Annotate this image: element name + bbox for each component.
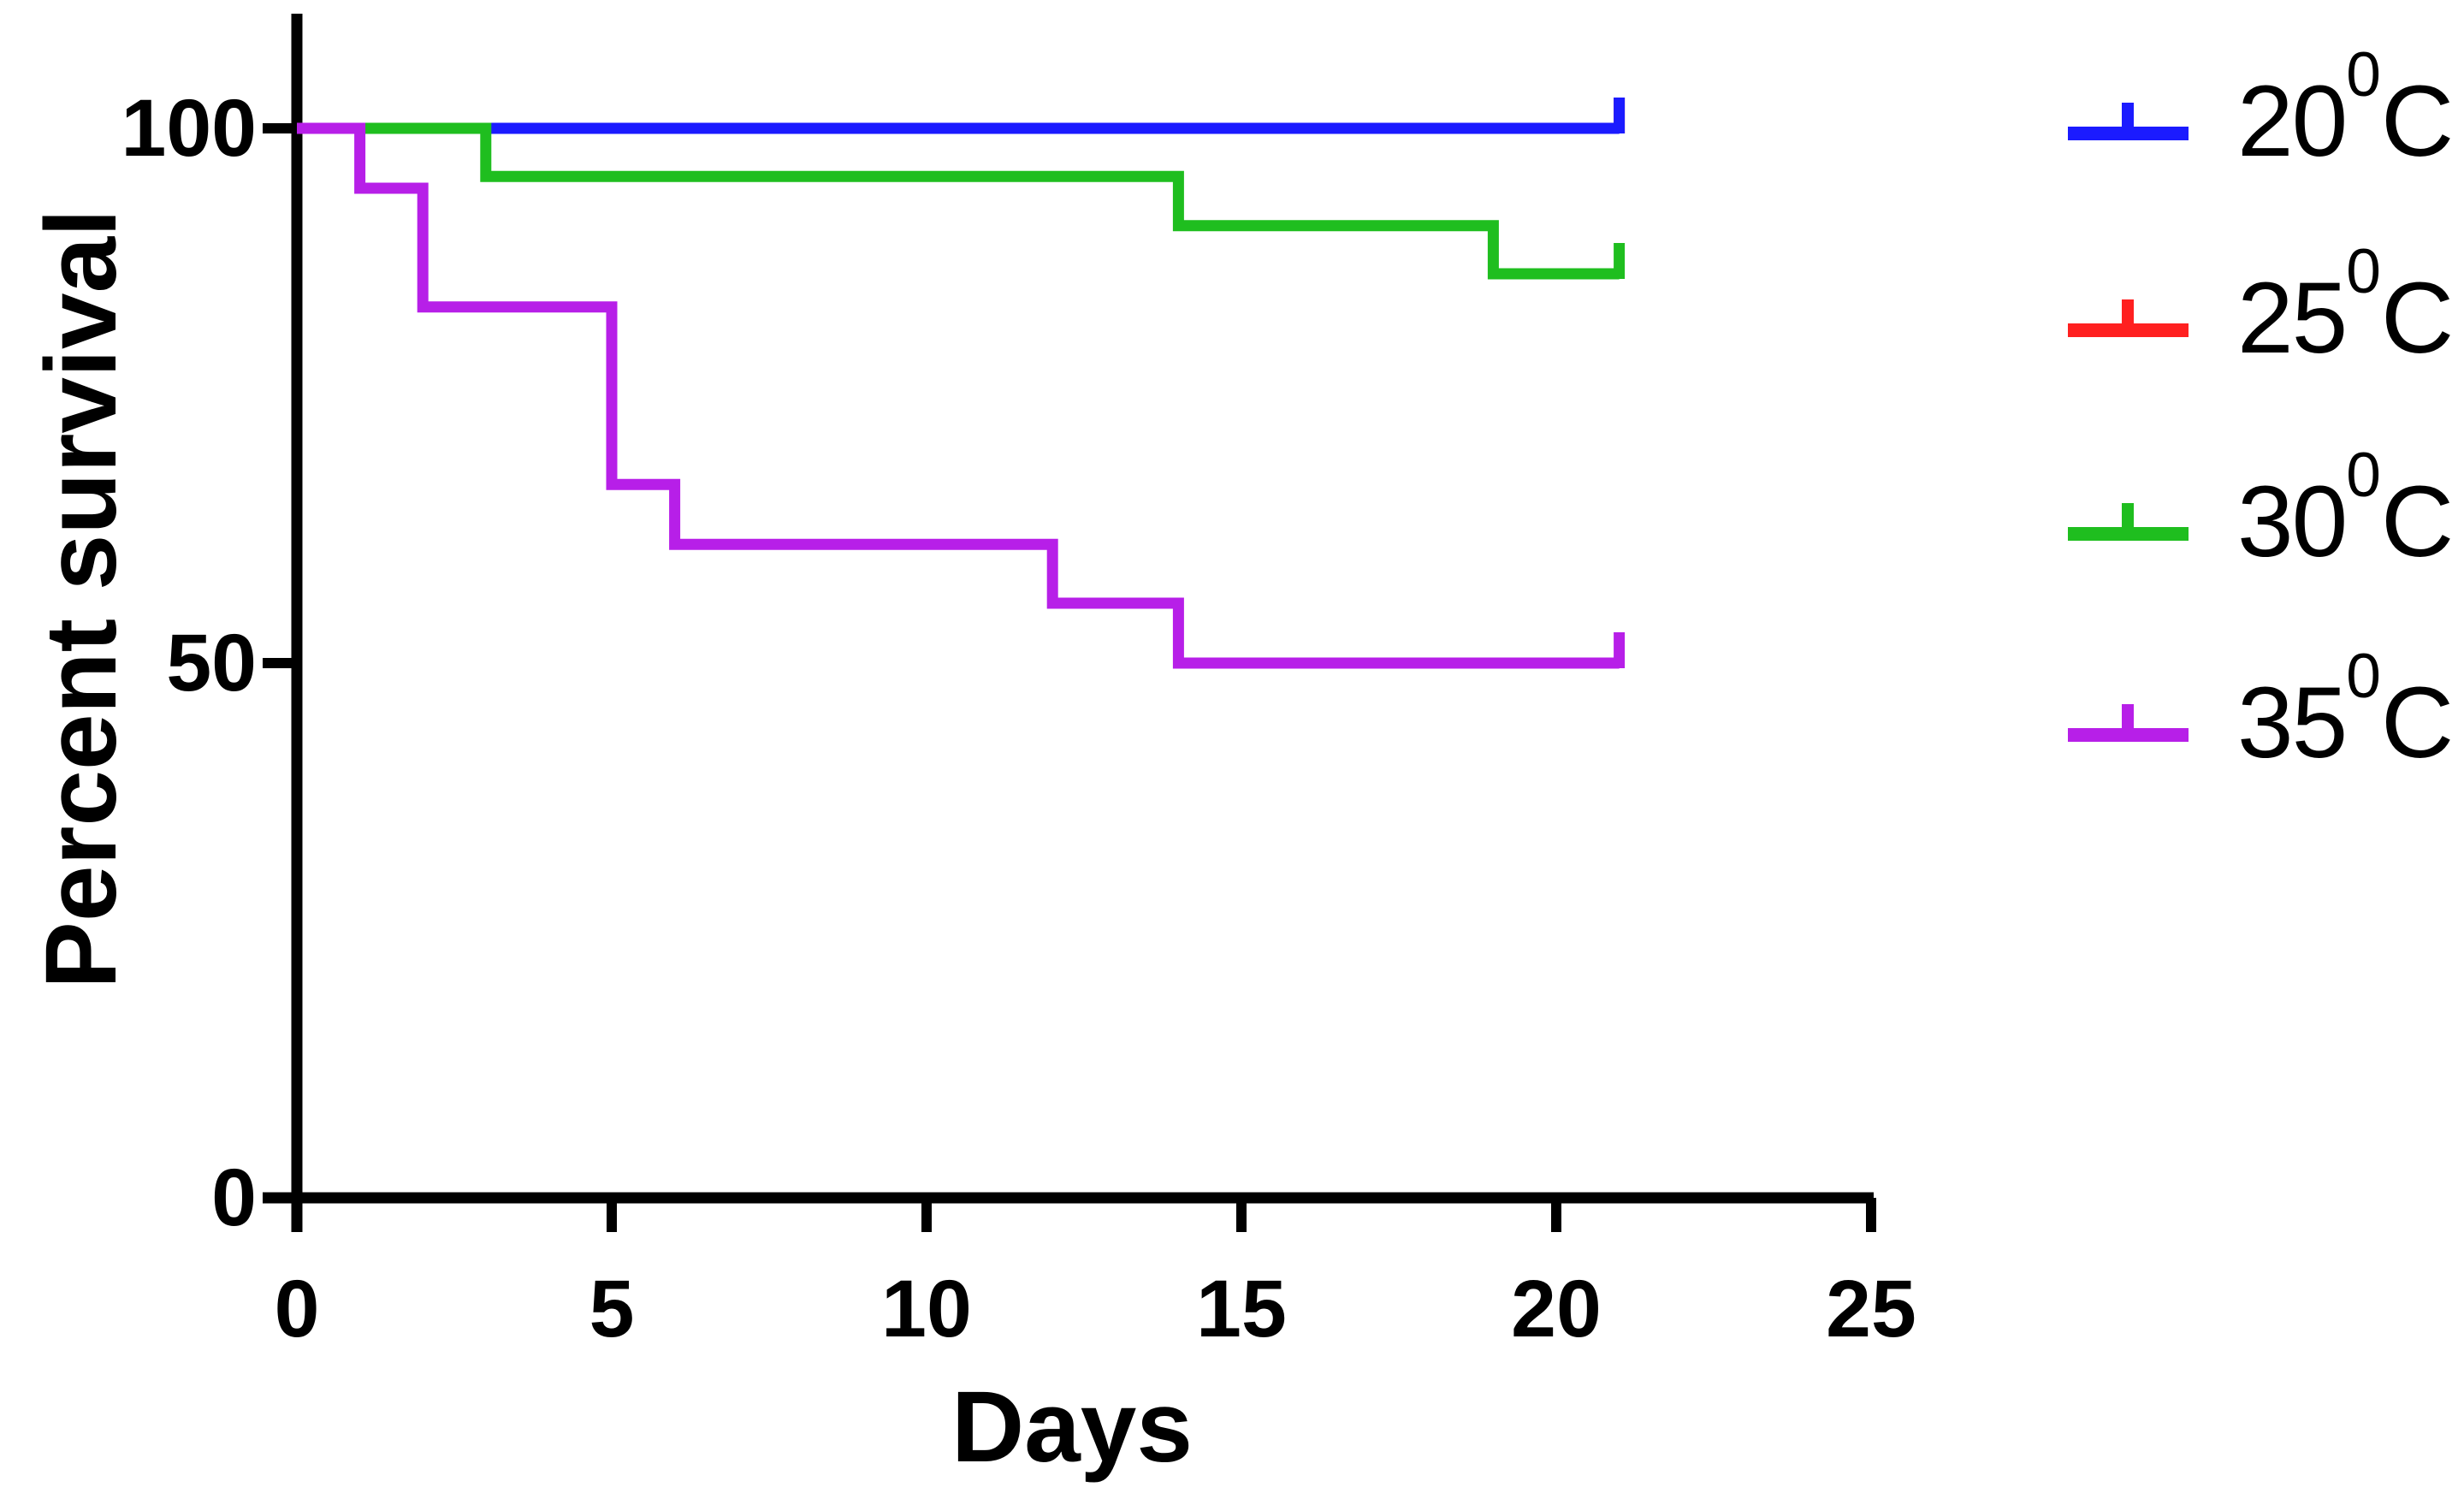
legend-key-20c-icon [2068, 103, 2189, 140]
y-tick-label-100: 100 [121, 83, 257, 174]
series-30c-curve [297, 122, 1620, 280]
y-tick-label-0: 0 [211, 1152, 257, 1243]
legend-label-35c: 350C [2237, 641, 2454, 779]
x-tick-label-25: 25 [1826, 1264, 1916, 1354]
legend-key-30c-icon [2068, 503, 2189, 541]
legend-item-20c: 200C [2066, 39, 2464, 190]
legend-key-35c-icon [2068, 704, 2189, 742]
legend-item-30c: 300C [2066, 440, 2464, 590]
legend-label-20c: 200C [2237, 39, 2454, 178]
x-tick-label-0: 0 [274, 1264, 320, 1354]
x-tick-label-15: 15 [1196, 1264, 1287, 1354]
legend-item-35c: 350C [2066, 641, 2464, 791]
x-tick-label-20: 20 [1511, 1264, 1602, 1354]
legend-key-25c-icon [2068, 299, 2189, 337]
legend-item-25c: 250C [2066, 236, 2464, 387]
x-tick-label-5: 5 [589, 1264, 635, 1354]
y-tick-label-50: 50 [166, 618, 257, 708]
x-tick-label-10: 10 [881, 1264, 972, 1354]
y-axis-title: Percent survival [25, 209, 138, 989]
legend-label-30c: 300C [2237, 440, 2454, 578]
series-35c-curve [297, 122, 1620, 669]
x-axis-title: Days [951, 1371, 1194, 1484]
legend-label-25c: 250C [2237, 236, 2454, 375]
